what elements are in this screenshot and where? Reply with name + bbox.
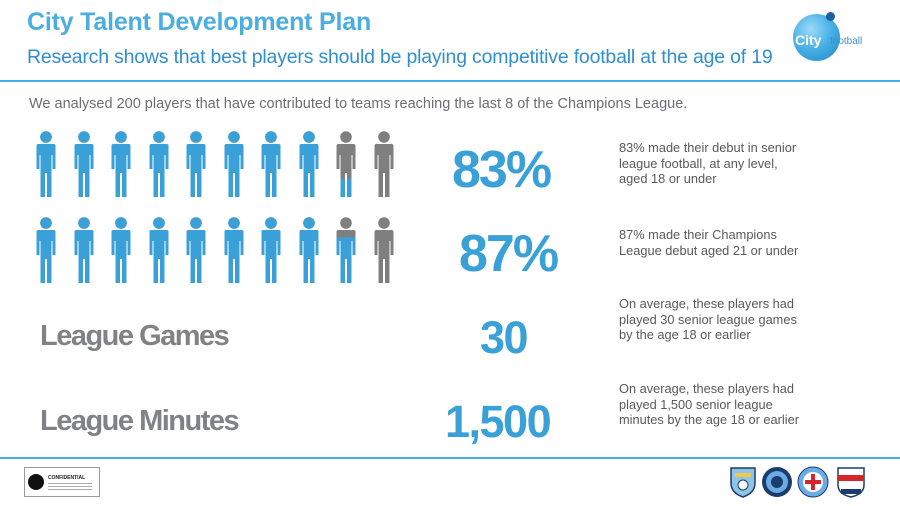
person-figure-icon (106, 131, 144, 199)
footer-rule (0, 457, 900, 459)
person-figure-icon (256, 217, 294, 285)
person-figure-icon (294, 217, 332, 285)
league-games-value: 30 (480, 312, 529, 363)
intro-text: We analysed 200 players that have contri… (29, 96, 688, 112)
debut-description: 83% made their debut in senior league fo… (619, 140, 797, 186)
confidential-box: CONFIDENTIAL (24, 467, 100, 497)
person-figure-icon (369, 217, 407, 285)
person-figure-icon (256, 131, 294, 199)
logo-ball-icon (793, 12, 840, 61)
person-figure-icon (294, 131, 332, 199)
yokohama-f-marinos-crest-icon (837, 467, 865, 498)
fine-print-line (48, 485, 92, 487)
person-figure-icon (144, 217, 182, 285)
cl-debut-description: 87% made their Champions League debut ag… (619, 227, 799, 258)
confidential-label: CONFIDENTIAL (48, 474, 86, 481)
logo-city-text: City (795, 32, 822, 48)
person-figure-icon (181, 217, 219, 285)
league-minutes-label: League Minutes (40, 405, 240, 437)
fine-print-line (48, 488, 92, 490)
melbourne-city-crest-icon (797, 466, 829, 498)
page-subtitle: Research shows that best players should … (27, 46, 773, 68)
league-minutes-description: On average, these players had played 1,5… (619, 381, 799, 427)
person-figure-icon (31, 131, 69, 199)
person-figure-icon (144, 131, 182, 199)
people-row-debut (31, 131, 406, 199)
person-figure-icon (369, 131, 407, 199)
person-figure-icon (106, 217, 144, 285)
city-football-logo: City football (793, 12, 893, 64)
cl-debut-percentage: 87% (459, 225, 559, 283)
person-figure-icon (69, 217, 107, 285)
header-rule (0, 80, 900, 82)
person-figure-icon (331, 131, 369, 199)
cfg-small-logo-icon (28, 474, 44, 490)
people-row-cl-debut (31, 217, 406, 285)
person-figure-icon (219, 217, 257, 285)
new-york-city-fc-crest-icon (762, 467, 792, 497)
page-title: City Talent Development Plan (27, 8, 372, 36)
manchester-city-crest-icon (730, 467, 756, 498)
person-figure-icon (69, 131, 107, 199)
logo-football-text: football (830, 36, 863, 47)
league-games-description: On average, these players had played 30 … (619, 296, 797, 342)
person-figure-icon (31, 217, 69, 285)
person-figure-icon (181, 131, 219, 199)
league-minutes-value: 1,500 (445, 396, 552, 447)
person-figure-icon (331, 217, 369, 285)
debut-percentage: 83% (452, 141, 552, 199)
league-games-label: League Games (40, 320, 230, 352)
fine-print-line (48, 482, 92, 484)
person-figure-icon (219, 131, 257, 199)
